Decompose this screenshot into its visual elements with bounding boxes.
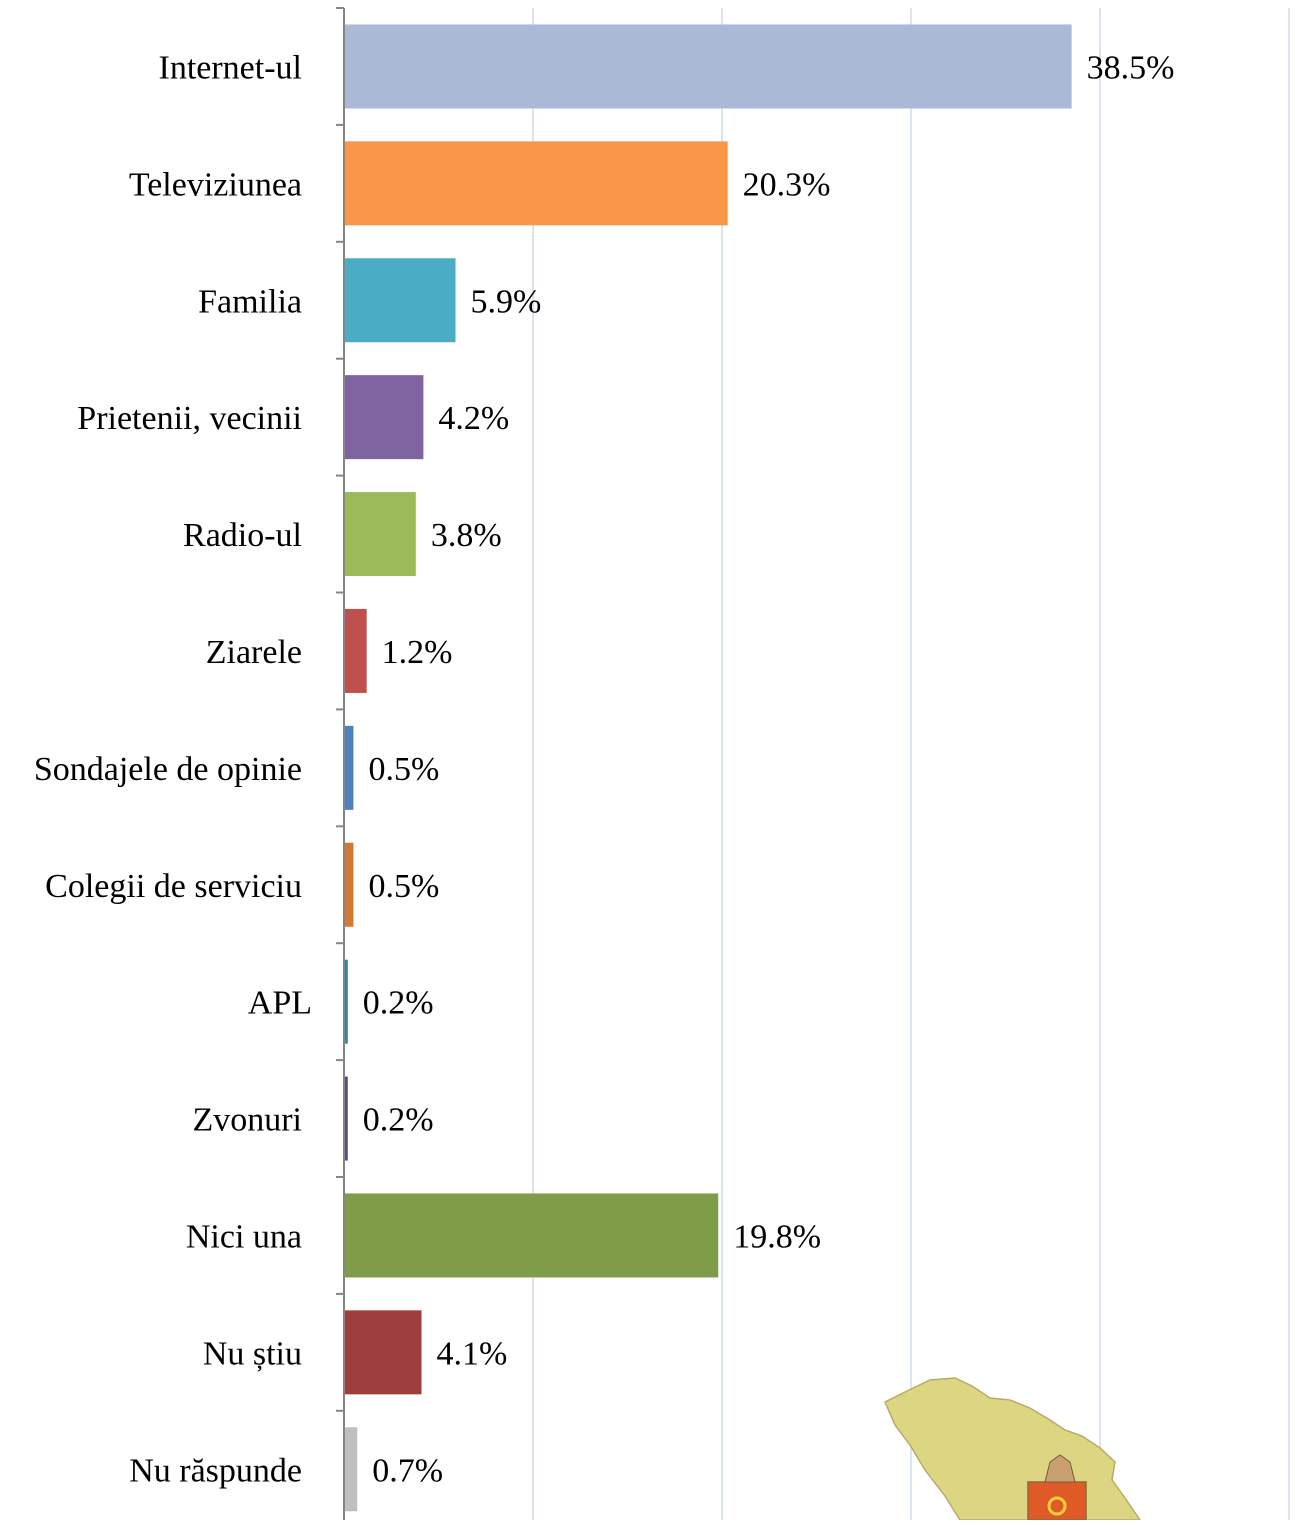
moldova-map-emblem [884,1377,1142,1521]
category-labels: Internet-ul Televiziunea Familia Prietenii,… [34,49,312,1489]
category-label: Nu știu [203,1335,302,1372]
data-label: 20.3% [743,166,831,203]
data-label: 3.8% [431,517,502,554]
eagle-icon [1044,1454,1076,1483]
bar [344,258,456,343]
category-label: Zvonuri [192,1102,302,1139]
category-label: Nici una [186,1218,302,1255]
bar [344,1427,358,1512]
data-label: 0.2% [363,1102,434,1139]
data-label: 38.5% [1087,49,1175,86]
gridlines [532,8,1290,1520]
category-label: Sondajele de opinie [34,751,302,788]
category-label: Radio-ul [183,517,302,554]
map-shape [884,1377,1142,1521]
bar [344,608,367,693]
bar [344,24,1072,109]
category-label: Internet-ul [159,49,303,86]
bar [344,959,348,1044]
data-label: 0.2% [363,985,434,1022]
bar [344,1076,348,1161]
bar [344,1310,422,1395]
bar [344,141,728,226]
bar [344,842,354,927]
data-label: 0.5% [368,751,439,788]
category-label: Ziarele [206,634,302,671]
data-label: 4.2% [438,400,509,437]
bar [344,725,354,810]
data-label: 1.2% [382,634,453,671]
bars [344,24,1072,1512]
bar [344,492,416,577]
data-label: 19.8% [733,1218,821,1255]
category-label: Televiziunea [129,166,302,203]
data-labels: 38.5% 20.3% 5.9% 4.2% 3.8% 1.2% 0.5% 0.5% 0.2% 0.… [363,49,1175,1489]
data-label: 5.9% [471,283,542,320]
category-label: Nu răspunde [129,1452,302,1489]
data-label: 0.5% [368,868,439,905]
category-label: APL [248,985,312,1022]
bar [344,375,424,460]
data-label: 0.7% [372,1452,443,1489]
category-label: Familia [198,283,302,320]
data-label: 4.1% [436,1335,507,1372]
category-axis [336,7,345,1520]
bar [344,1193,719,1278]
category-label: Colegii de serviciu [45,868,302,905]
crescent-icon [1047,1496,1067,1516]
category-label: Prietenii, vecinii [77,400,302,437]
